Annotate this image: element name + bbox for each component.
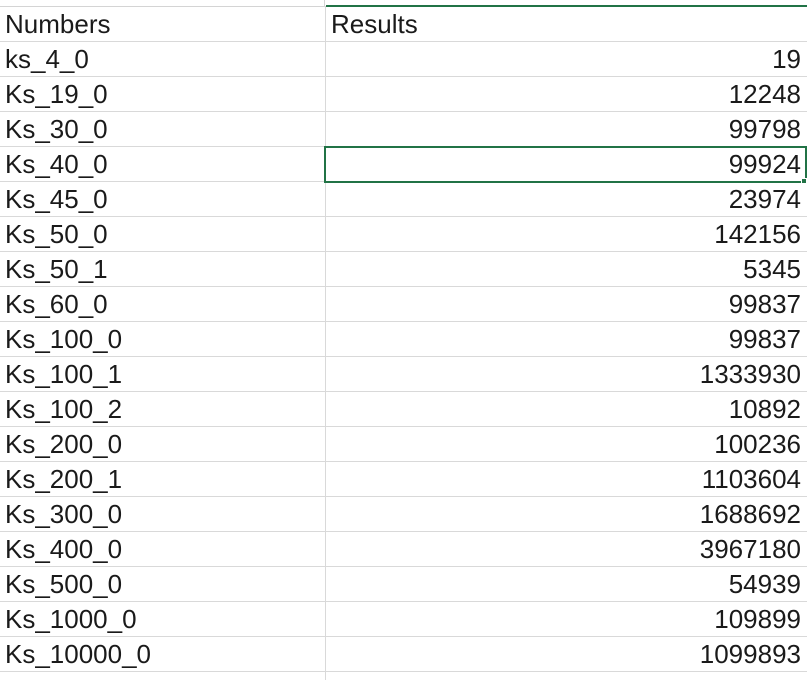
cell-numbers[interactable]: Ks_200_1 xyxy=(0,462,326,497)
cell-numbers[interactable]: Ks_100_0 xyxy=(0,322,326,357)
active-column-indicator xyxy=(326,5,807,7)
cell-results[interactable]: 1099893 xyxy=(699,639,801,669)
column-a-gridline xyxy=(0,672,326,680)
cell-numbers[interactable]: Ks_500_0 xyxy=(0,567,326,602)
table-row: Ks_100_1 1333930 xyxy=(0,357,807,392)
table-row: Ks_200_1 1103604 xyxy=(0,462,807,497)
cell-results[interactable]: 5345 xyxy=(743,254,801,284)
column-header-strip xyxy=(0,0,807,7)
cell-numbers[interactable]: Ks_200_0 xyxy=(0,427,326,462)
cell-numbers[interactable]: Ks_50_0 xyxy=(0,217,326,252)
cell-results[interactable]: 99798 xyxy=(728,114,801,144)
cell-results[interactable]: 100236 xyxy=(714,429,801,459)
cell-numbers[interactable]: ks_4_0 xyxy=(0,42,326,77)
header-cell-results[interactable]: Results xyxy=(331,9,418,39)
cell-numbers[interactable]: Ks_30_0 xyxy=(0,112,326,147)
cell-results[interactable]: 1333930 xyxy=(699,359,801,389)
table-row: Ks_200_0 100236 xyxy=(0,427,807,462)
cell-results[interactable]: 54939 xyxy=(728,569,801,599)
cell-numbers[interactable]: Ks_300_0 xyxy=(0,497,326,532)
cell-numbers[interactable]: Ks_100_1 xyxy=(0,357,326,392)
cell-results[interactable]: 99837 xyxy=(728,324,801,354)
cell-results[interactable]: 3967180 xyxy=(699,534,801,564)
table-row: ks_4_0 19 xyxy=(0,42,807,77)
cell-numbers[interactable]: Ks_400_0 xyxy=(0,532,326,567)
table-row: Ks_50_0 142156 xyxy=(0,217,807,252)
table-row: Ks_40_0 99924 xyxy=(0,147,807,182)
cell-numbers[interactable]: Ks_40_0 xyxy=(0,147,326,182)
cell-numbers[interactable]: Ks_19_0 xyxy=(0,77,326,112)
cell-results[interactable]: 1688692 xyxy=(699,499,801,529)
cell-numbers[interactable]: Ks_50_1 xyxy=(0,252,326,287)
cell-results[interactable]: 10892 xyxy=(728,394,801,424)
cell-results-selected[interactable]: 99924 xyxy=(728,149,801,179)
cell-numbers[interactable]: Ks_1000_0 xyxy=(0,602,326,637)
cell-results[interactable]: 99837 xyxy=(728,289,801,319)
empty-rows-area xyxy=(0,672,807,680)
cell-results[interactable]: 142156 xyxy=(714,219,801,249)
table-row: Ks_45_0 23974 xyxy=(0,182,807,217)
table-row: Ks_60_0 99837 xyxy=(0,287,807,322)
cell-numbers[interactable]: Ks_10000_0 xyxy=(0,637,326,672)
header-cell-numbers[interactable]: Numbers xyxy=(0,7,326,42)
fill-handle[interactable] xyxy=(801,178,807,184)
table-row: Ks_300_0 1688692 xyxy=(0,497,807,532)
cell-results[interactable]: 19 xyxy=(772,44,801,74)
cell-results[interactable]: 12248 xyxy=(728,79,801,109)
table-row: Ks_400_0 3967180 xyxy=(0,532,807,567)
table-row: Ks_50_1 5345 xyxy=(0,252,807,287)
header-row: Numbers Results xyxy=(0,7,807,42)
table-row: Ks_30_0 99798 xyxy=(0,112,807,147)
table-row: Ks_100_2 10892 xyxy=(0,392,807,427)
table-row: Ks_100_0 99837 xyxy=(0,322,807,357)
column-a-top-edge xyxy=(0,0,325,6)
table-row: Ks_19_0 12248 xyxy=(0,77,807,112)
cell-numbers[interactable]: Ks_60_0 xyxy=(0,287,326,322)
cell-numbers[interactable]: Ks_100_2 xyxy=(0,392,326,427)
cell-results[interactable]: 109899 xyxy=(714,604,801,634)
cell-results[interactable]: 1103604 xyxy=(701,464,801,494)
table-row: Ks_10000_0 1099893 xyxy=(0,637,807,672)
cell-numbers[interactable]: Ks_45_0 xyxy=(0,182,326,217)
table-row: Ks_1000_0 109899 xyxy=(0,602,807,637)
table-row: Ks_500_0 54939 xyxy=(0,567,807,602)
cell-results[interactable]: 23974 xyxy=(728,184,801,214)
